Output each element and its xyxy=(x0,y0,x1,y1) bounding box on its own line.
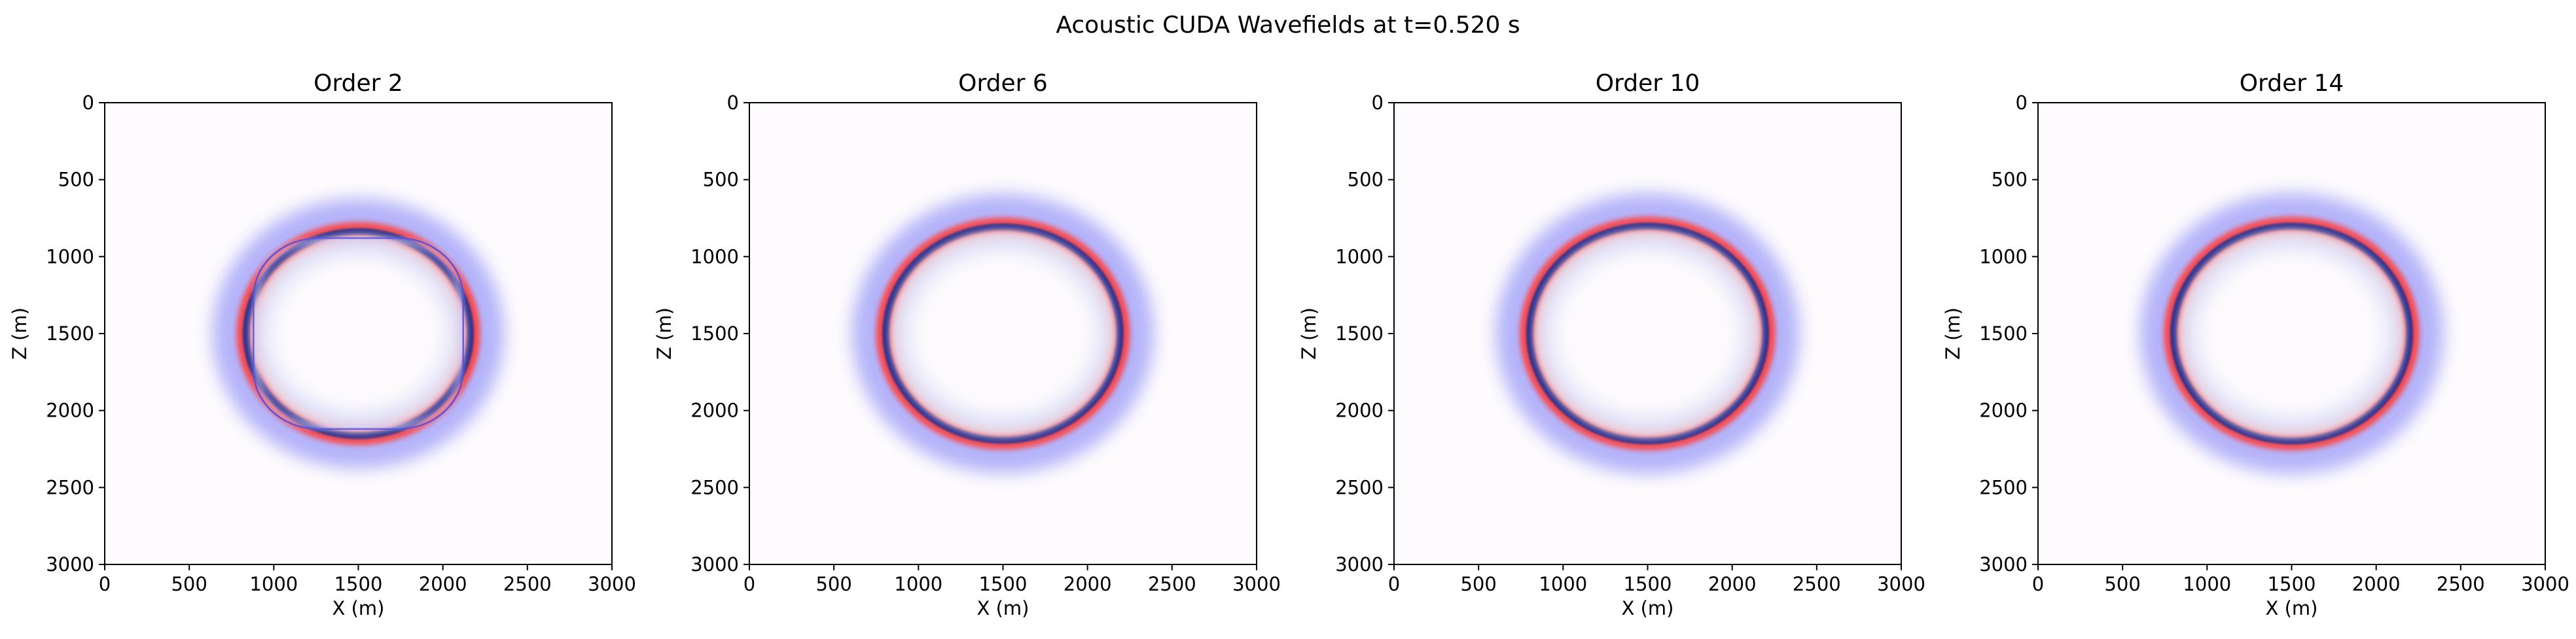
x-tick-label: 2500 xyxy=(1793,573,1841,595)
y-tick-label: 2500 xyxy=(690,476,739,498)
x-tick-label: 500 xyxy=(171,573,207,595)
panel-order-order-6: 0 500 1000 1500 2000 2500 30000500100015002000… xyxy=(653,70,1281,619)
y-tick-label: 3000 xyxy=(1979,553,2028,576)
y-tick-label: 2000 xyxy=(690,400,739,422)
y-tick-label: 1500 xyxy=(1979,322,2028,345)
x-tick-label: 1500 xyxy=(1624,573,1672,595)
x-tick-label: 1000 xyxy=(894,573,942,595)
wavefield xyxy=(854,196,1152,472)
y-tick-label: 500 xyxy=(58,169,94,191)
wavefield xyxy=(214,200,503,467)
y-axis-label: Z (m) xyxy=(1298,307,1320,360)
heatmap-background xyxy=(1394,103,1901,564)
y-tick-label: 3000 xyxy=(690,553,739,576)
y-tick-label: 500 xyxy=(703,169,739,191)
x-tick-label: 2000 xyxy=(1708,573,1757,595)
x-tick-label: 3000 xyxy=(1232,573,1281,595)
x-tick-label: 2500 xyxy=(2437,573,2485,595)
y-tick-label: 1000 xyxy=(46,245,94,268)
y-tick-label: 2000 xyxy=(1979,400,2028,422)
y-tick-label: 1000 xyxy=(1335,245,1384,268)
x-tick-label: 2000 xyxy=(419,573,467,595)
x-tick-label: 2000 xyxy=(2352,573,2401,595)
outer-faint-halo xyxy=(1501,198,1795,469)
y-tick-label: 2500 xyxy=(1335,476,1384,498)
y-tick-label: 0 xyxy=(2016,92,2028,114)
x-axis-label: X (m) xyxy=(332,597,385,619)
y-tick-label: 2000 xyxy=(1335,400,1384,422)
panel-order-order-2: 0 500 1000 1500 2000 2500 30000500100015002000… xyxy=(9,70,636,619)
x-tick-label: 1500 xyxy=(2268,573,2316,595)
y-tick-label: 2000 xyxy=(46,400,94,422)
heatmap-background xyxy=(749,103,1257,564)
panel-title: Order 6 xyxy=(958,70,1048,97)
x-axis-label: X (m) xyxy=(2266,597,2318,619)
x-tick-label: 3000 xyxy=(2521,573,2569,595)
outer-faint-halo xyxy=(2145,198,2439,469)
panel-title: Order 10 xyxy=(1596,70,1700,97)
dark-wavefront-ring xyxy=(2170,222,2414,445)
x-tick-label: 0 xyxy=(2032,573,2044,595)
dispersion-ring xyxy=(253,237,464,430)
inner-faint-ring xyxy=(249,232,468,435)
y-tick-label: 2500 xyxy=(46,476,94,498)
x-tick-label: 1500 xyxy=(334,573,383,595)
x-axis-label: X (m) xyxy=(977,597,1029,619)
x-tick-label: 1000 xyxy=(2183,573,2231,595)
figure-title: Acoustic CUDA Wavefields at t=0.520 s xyxy=(1056,12,1520,39)
y-tick-label: 0 xyxy=(1372,92,1384,114)
dark-wavefront-ring xyxy=(1526,222,1770,445)
dispersion-halo xyxy=(254,238,463,429)
x-tick-label: 3000 xyxy=(588,573,636,595)
x-tick-label: 2000 xyxy=(1064,573,1112,595)
y-tick-label: 3000 xyxy=(1335,553,1384,576)
y-tick-label: 2500 xyxy=(1979,476,2028,498)
heatmap-background xyxy=(105,103,612,564)
inner-faint-ring xyxy=(1532,227,1763,440)
panel-title: Order 14 xyxy=(2240,70,2344,97)
panels-container: 0 500 1000 1500 2000 2500 30000500100015002000… xyxy=(9,70,2569,619)
y-tick-label: 500 xyxy=(1348,169,1384,191)
outer-faint-halo xyxy=(217,204,499,463)
dark-wavefront-ring xyxy=(242,228,474,440)
x-tick-label: 2500 xyxy=(503,573,552,595)
y-axis-label: Z (m) xyxy=(1942,307,1964,360)
x-tick-label: 1000 xyxy=(1539,573,1587,595)
dark-wavefront-ring xyxy=(882,223,1124,444)
y-axis-label: Z (m) xyxy=(9,307,31,360)
y-tick-label: 3000 xyxy=(46,553,94,576)
inner-faint-ring xyxy=(888,228,1118,440)
x-tick-label: 500 xyxy=(1460,573,1496,595)
y-tick-label: 500 xyxy=(1992,169,2028,191)
x-tick-label: 500 xyxy=(2104,573,2140,595)
wavefield xyxy=(1497,195,1798,472)
panel-order-order-10: 0 500 1000 1500 2000 2500 30000500100015002000… xyxy=(1298,70,1925,619)
x-tick-label: 1000 xyxy=(249,573,298,595)
y-tick-label: 1000 xyxy=(1979,245,2028,268)
x-tick-label: 2500 xyxy=(1148,573,1196,595)
y-tick-label: 0 xyxy=(727,92,739,114)
inner-faint-ring xyxy=(2176,227,2407,440)
x-tick-label: 500 xyxy=(815,573,851,595)
x-axis-label: X (m) xyxy=(1622,597,1674,619)
x-tick-label: 1500 xyxy=(979,573,1028,595)
outer-faint-halo xyxy=(857,199,1149,468)
y-tick-label: 1500 xyxy=(1335,322,1384,345)
y-axis-label: Z (m) xyxy=(653,307,675,360)
heatmap-background xyxy=(2038,103,2545,564)
wavefield xyxy=(2141,195,2442,472)
y-tick-label: 0 xyxy=(82,92,94,114)
y-tick-label: 1500 xyxy=(690,322,739,345)
x-tick-label: 0 xyxy=(1388,573,1400,595)
x-tick-label: 0 xyxy=(99,573,111,595)
y-tick-label: 1000 xyxy=(690,245,739,268)
panel-title: Order 2 xyxy=(313,70,403,97)
panel-order-order-14: 0 500 1000 1500 2000 2500 30000500100015002000… xyxy=(1942,70,2569,619)
x-tick-label: 3000 xyxy=(1877,573,1925,595)
y-tick-label: 1500 xyxy=(46,322,94,345)
x-tick-label: 0 xyxy=(743,573,755,595)
